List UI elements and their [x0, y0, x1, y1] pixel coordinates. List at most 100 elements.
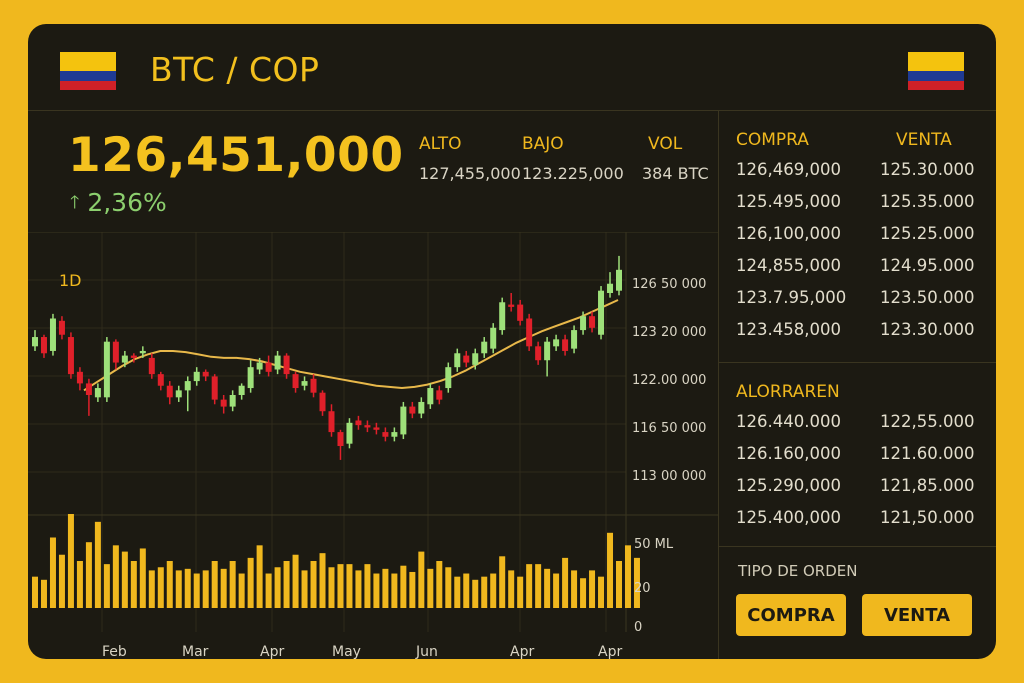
volume-bar	[40, 579, 47, 608]
candle-body	[310, 378, 317, 393]
candle-body	[616, 269, 622, 291]
candle-body	[481, 341, 488, 354]
order-book-row[interactable]: 126,469,000 125.30.000	[736, 160, 976, 192]
candle-body	[328, 411, 335, 433]
trade-value-a: 126.440.000	[736, 412, 841, 431]
candle-body	[400, 406, 407, 435]
volume-bar	[436, 561, 443, 608]
timeframe-label: 1D	[59, 271, 82, 290]
candle-body	[32, 337, 38, 347]
price-tick-label: 113 00 000	[632, 469, 706, 484]
volume-bars	[32, 514, 640, 608]
volume-bar	[508, 570, 515, 608]
buy-button[interactable]: COMPRA	[736, 594, 846, 636]
candle-body	[427, 388, 434, 405]
volume-bar	[283, 561, 290, 608]
candle-body	[436, 390, 443, 400]
volume-bar	[67, 514, 74, 608]
volume-bar	[616, 561, 622, 608]
volume-bar	[472, 579, 479, 608]
volume-bar	[328, 567, 335, 608]
volume-bar	[355, 570, 362, 608]
buy-price: 123.458,000	[736, 320, 841, 339]
volume-bar	[517, 576, 524, 608]
trade-value-b: 121,50.000	[880, 508, 975, 527]
trade-value-b: 121,85.000	[880, 476, 975, 495]
sell-button[interactable]: VENTA	[862, 594, 972, 636]
month-tick-label: Apr	[260, 644, 284, 659]
sell-price: 124.95.000	[880, 256, 975, 275]
volume-bar	[121, 551, 128, 608]
trade-value-b: 121.60.000	[880, 444, 975, 463]
volume-bar	[481, 576, 488, 608]
volume-bar	[193, 573, 200, 608]
volume-bar	[265, 573, 272, 608]
candle-body	[571, 330, 578, 349]
volume-bar	[607, 532, 614, 608]
trade-value-a: 125.290,000	[736, 476, 841, 495]
volume-bar	[32, 576, 38, 608]
price-tick-label: 123 20 000	[632, 325, 706, 340]
volume-bar	[373, 573, 380, 608]
trade-row: 125.290,000 121,85.000	[736, 476, 976, 508]
candle-body	[193, 371, 200, 382]
volume-bar	[220, 568, 227, 608]
candle-body	[562, 339, 569, 351]
candle-body	[490, 327, 497, 349]
volume-bar	[535, 564, 542, 608]
volume-bar	[526, 564, 533, 608]
order-book-row[interactable]: 126,100,000 125.25.000	[736, 224, 976, 256]
candle-body	[49, 318, 56, 351]
candle-body	[382, 432, 389, 437]
buy-price: 126,100,000	[736, 224, 841, 243]
candle-body	[67, 337, 74, 375]
volume-bar	[382, 568, 389, 608]
trades-header: ALORRAREN	[736, 382, 840, 402]
pair-title: BTC / COP	[150, 50, 320, 89]
order-book-row[interactable]: 123.7.95,000 123.50.000	[736, 288, 976, 320]
time-axis: Feb Mar Apr May Jun Apr Apr	[102, 644, 622, 659]
volume-bar	[562, 557, 569, 608]
volume-bar	[310, 561, 317, 608]
volume-bar	[301, 570, 308, 608]
sell-price: 125.30.000	[880, 160, 975, 179]
volume-bar	[139, 548, 146, 608]
order-book-row[interactable]: 124,855,000 124.95.000	[736, 256, 976, 288]
volume-bar	[633, 557, 640, 608]
volume-bar	[463, 573, 470, 608]
candle-body	[229, 395, 236, 407]
volume-bar	[346, 564, 353, 608]
candle-body	[112, 341, 119, 363]
volume-bar	[418, 551, 425, 608]
order-book-row[interactable]: 125.495,000 125.35.000	[736, 192, 976, 224]
candle-body	[526, 318, 533, 347]
candle-body	[607, 283, 614, 293]
price-change: 🡑 2,36%	[70, 188, 167, 220]
stat-high-label: ALTO	[419, 134, 462, 154]
candle-body	[418, 401, 425, 414]
volume-bar	[319, 553, 326, 608]
stat-volume-label: VOL	[648, 134, 683, 154]
order-book-row[interactable]: 123.458,000 123.30.000	[736, 320, 976, 352]
candle-body	[58, 320, 65, 335]
candle-body	[121, 355, 128, 363]
candle-body	[301, 381, 308, 386]
volume-bar	[184, 568, 191, 608]
volume-bar	[166, 561, 173, 608]
trade-value-b: 122,55.000	[880, 412, 975, 431]
order-book-buy-header: COMPRA	[736, 130, 809, 150]
volume-bar	[409, 571, 416, 608]
header-bar: BTC / COP	[28, 24, 996, 111]
candle-body	[499, 302, 506, 331]
candle-body	[94, 388, 101, 398]
volume-bar	[130, 561, 137, 608]
candles	[32, 255, 622, 460]
candle-body	[202, 371, 209, 377]
trading-panel: BTC / COP 126,451,000 🡑 2,36% ALTO 127,4…	[28, 24, 996, 659]
price-chart[interactable]: 1D 126 50 000 123 20 000 122.00 000 116 50 …	[28, 232, 718, 659]
candle-body	[175, 390, 182, 398]
current-price: 126,451,000	[68, 128, 404, 183]
trade-row: 126.440.000 122,55.000	[736, 412, 976, 444]
candle-body	[472, 353, 479, 365]
stat-low-label: BAJO	[522, 134, 564, 154]
